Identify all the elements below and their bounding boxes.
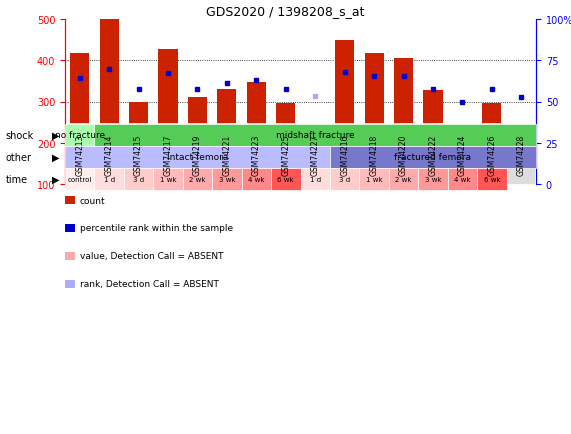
Text: 1 d: 1 d bbox=[103, 177, 115, 183]
Text: GSM74215: GSM74215 bbox=[134, 134, 143, 175]
Text: 3 wk: 3 wk bbox=[219, 177, 235, 183]
Bar bbox=[424, 91, 443, 184]
Bar bbox=[159, 49, 178, 184]
Text: 1 wk: 1 wk bbox=[366, 177, 383, 183]
Text: GSM74225: GSM74225 bbox=[282, 134, 290, 175]
Text: rank, Detection Call = ABSENT: rank, Detection Call = ABSENT bbox=[80, 280, 219, 289]
Text: 4 wk: 4 wk bbox=[454, 177, 471, 183]
Bar bbox=[70, 54, 89, 184]
Text: 3 d: 3 d bbox=[339, 177, 350, 183]
Text: GSM74219: GSM74219 bbox=[193, 134, 202, 175]
Bar bbox=[305, 131, 325, 184]
Bar bbox=[99, 20, 119, 184]
Text: GSM74226: GSM74226 bbox=[487, 134, 496, 175]
Bar bbox=[482, 104, 501, 184]
Text: value, Detection Call = ABSENT: value, Detection Call = ABSENT bbox=[80, 252, 223, 261]
Bar bbox=[188, 98, 207, 184]
Text: 6 wk: 6 wk bbox=[484, 177, 500, 183]
Bar bbox=[276, 104, 295, 184]
Text: GSM74216: GSM74216 bbox=[340, 134, 349, 175]
Text: GSM74228: GSM74228 bbox=[517, 134, 526, 175]
Text: GSM74213: GSM74213 bbox=[75, 134, 84, 175]
Text: 3 d: 3 d bbox=[133, 177, 144, 183]
Text: 1 wk: 1 wk bbox=[160, 177, 176, 183]
Text: shock: shock bbox=[6, 131, 34, 141]
Text: 3 wk: 3 wk bbox=[425, 177, 441, 183]
Bar bbox=[129, 103, 148, 184]
Text: 4 wk: 4 wk bbox=[248, 177, 264, 183]
Text: 2 wk: 2 wk bbox=[189, 177, 206, 183]
Text: count: count bbox=[80, 196, 106, 205]
Text: GSM74222: GSM74222 bbox=[428, 134, 437, 175]
Text: no fracture: no fracture bbox=[55, 131, 105, 140]
Bar bbox=[394, 59, 413, 184]
Text: ▶: ▶ bbox=[52, 153, 59, 163]
Bar bbox=[218, 90, 236, 184]
Text: 2 wk: 2 wk bbox=[395, 177, 412, 183]
Text: time: time bbox=[6, 174, 28, 184]
Text: 6 wk: 6 wk bbox=[278, 177, 294, 183]
Text: ▶: ▶ bbox=[52, 131, 59, 141]
Text: GSM74221: GSM74221 bbox=[223, 134, 231, 175]
Bar bbox=[247, 82, 266, 184]
Text: percentile rank within the sample: percentile rank within the sample bbox=[80, 224, 233, 233]
Text: GSM74217: GSM74217 bbox=[163, 134, 172, 175]
Text: GDS2020 / 1398208_s_at: GDS2020 / 1398208_s_at bbox=[206, 5, 365, 18]
Text: fractured femora: fractured femora bbox=[395, 153, 472, 162]
Text: 1 d: 1 d bbox=[309, 177, 321, 183]
Text: control: control bbox=[67, 177, 92, 183]
Text: intact femora: intact femora bbox=[167, 153, 228, 162]
Text: GSM74220: GSM74220 bbox=[399, 134, 408, 175]
Bar bbox=[453, 144, 472, 184]
Bar bbox=[364, 54, 384, 184]
Bar bbox=[512, 135, 531, 184]
Text: ▶: ▶ bbox=[52, 174, 59, 184]
Text: GSM74224: GSM74224 bbox=[458, 134, 467, 175]
Text: GSM74223: GSM74223 bbox=[252, 134, 261, 175]
Text: other: other bbox=[6, 153, 32, 163]
Text: GSM74227: GSM74227 bbox=[311, 134, 320, 175]
Text: GSM74214: GSM74214 bbox=[104, 134, 114, 175]
Text: GSM74218: GSM74218 bbox=[369, 134, 379, 175]
Text: midshaft fracture: midshaft fracture bbox=[276, 131, 355, 140]
Bar bbox=[335, 41, 354, 184]
